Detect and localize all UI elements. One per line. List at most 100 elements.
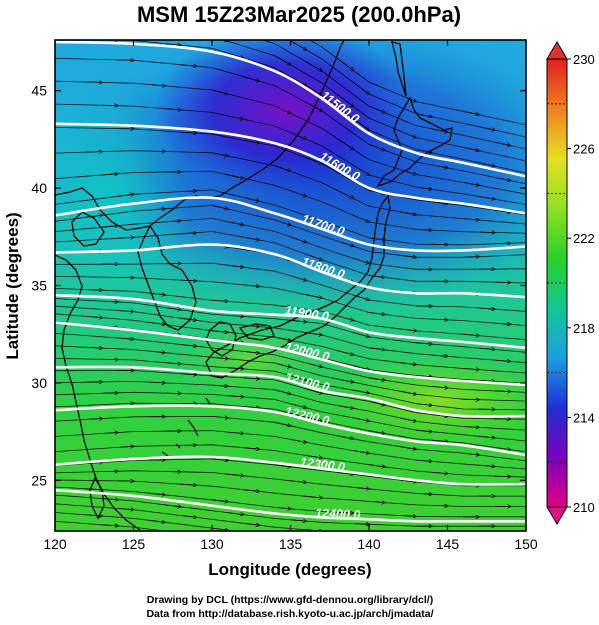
wind-arrow: [463, 427, 479, 428]
x-tick-label: 150: [514, 536, 538, 552]
contour-line: [55, 243, 526, 299]
wind-arrow: [306, 496, 322, 498]
wind-arrow: [102, 174, 118, 175]
wind-arrow: [180, 191, 197, 192]
wind-arrow: [274, 336, 291, 340]
wind-arrow: [149, 351, 165, 353]
wind-arrow: [478, 308, 495, 309]
wind-arrow: [337, 315, 354, 321]
wind-arrow: [337, 435, 354, 439]
x-axis-ticks: 120 125 130 135 140 145 150: [43, 40, 538, 552]
contour-label: 12400.0: [315, 506, 361, 522]
wind-arrow: [149, 493, 165, 495]
wind-streamline: [309, 40, 526, 126]
wind-arrow: [463, 453, 479, 455]
coastline-kyushu: [205, 321, 237, 357]
wind-arrow: [86, 215, 102, 218]
wind-arrow: [180, 233, 197, 234]
x-axis-label: Longitude (degrees): [208, 560, 371, 579]
wind-arrow: [227, 264, 244, 267]
wind-arrow: [102, 525, 118, 526]
temperature-warm-region-2: [180, 325, 320, 395]
coastline-sakhalin: [391, 41, 407, 97]
credit-drawing: Drawing by DCL (https://www.gfd-dennou.o…: [147, 594, 433, 606]
wind-arrow: [211, 204, 228, 209]
wind-arrow: [211, 527, 228, 530]
wind-arrow: [243, 407, 259, 408]
wind-arrow: [164, 307, 181, 310]
wind-arrow: [305, 61, 322, 71]
contour-label: 12300.0: [299, 455, 346, 474]
wind-arrow: [416, 186, 432, 189]
wind-arrow: [400, 94, 416, 102]
wind-arrow: [243, 490, 259, 492]
x-tick-label: 140: [357, 536, 381, 552]
wind-arrow: [368, 377, 385, 380]
wind-arrow: [290, 403, 307, 408]
wind-arrow: [227, 52, 244, 58]
wind-arrow: [306, 455, 322, 458]
wind-arrow: [149, 209, 165, 210]
wind-arrow: [400, 130, 416, 138]
wind-arrow: [243, 378, 259, 379]
wind-arrow: [431, 505, 448, 506]
y-tick-label: 45: [31, 83, 47, 99]
coastline-ryukyu: [161, 397, 211, 457]
coastline-bohai: [71, 211, 105, 247]
wind-arrow: [306, 416, 322, 421]
x-tick-label: 120: [43, 536, 67, 552]
y-axis-ticks: 25 30 35 40 45: [31, 83, 526, 488]
wind-arrow: [478, 348, 495, 349]
coastline-okinawa: [187, 419, 199, 437]
wind-arrow: [117, 194, 134, 197]
wind-arrow: [86, 419, 102, 420]
wind-arrow: [290, 320, 307, 322]
wind-arrow: [180, 374, 197, 375]
wind-arrow: [290, 76, 307, 86]
y-tick-label: 40: [31, 180, 47, 196]
contour-line: [55, 455, 526, 486]
wind-arrow: [290, 190, 307, 197]
wind-arrow: [243, 523, 259, 525]
wind-arrow: [149, 322, 165, 324]
wind-arrow: [274, 507, 291, 508]
wind-arrow: [353, 214, 369, 222]
wind-arrow: [494, 391, 511, 392]
wind-arrow: [149, 85, 165, 86]
wind-arrow: [290, 132, 307, 140]
wind-arrow: [478, 196, 495, 200]
wind-arrow: [211, 152, 228, 156]
wind-arrow: [416, 149, 432, 153]
temperature-trough-region: [155, 40, 415, 195]
wind-arrow: [494, 447, 511, 449]
wind-arrow: [416, 343, 432, 344]
wind-arrow: [353, 365, 369, 370]
coastline-korea: [137, 224, 197, 331]
wind-arrow: [431, 164, 448, 168]
wind-arrow: [431, 472, 448, 473]
wind-arrow: [338, 541, 354, 542]
x-tick-label: 130: [200, 536, 224, 552]
wind-arrow: [211, 385, 228, 386]
coastline-taiwan: [89, 476, 105, 520]
wind-arrow: [400, 169, 416, 175]
wind-arrow: [274, 219, 291, 225]
wind-arrow: [102, 301, 118, 302]
colorbar-tick-label: 226: [573, 142, 595, 157]
wind-arrow: [227, 512, 244, 515]
wind-arrow: [306, 157, 322, 164]
wind-arrow: [431, 355, 448, 356]
wind-arrow: [290, 236, 307, 243]
wind-arrow: [463, 369, 479, 370]
colorbar-tick-label: 218: [573, 321, 595, 336]
contour-line: [55, 122, 526, 215]
wind-arrow: [463, 257, 479, 258]
contour-line: [55, 488, 526, 523]
wind-arrow: [337, 138, 354, 150]
wind-arrow: [353, 82, 369, 94]
wind-arrow: [478, 465, 495, 466]
wind-arrow: [368, 464, 385, 467]
wind-arrow: [211, 89, 228, 94]
wind-arrow: [400, 390, 416, 394]
